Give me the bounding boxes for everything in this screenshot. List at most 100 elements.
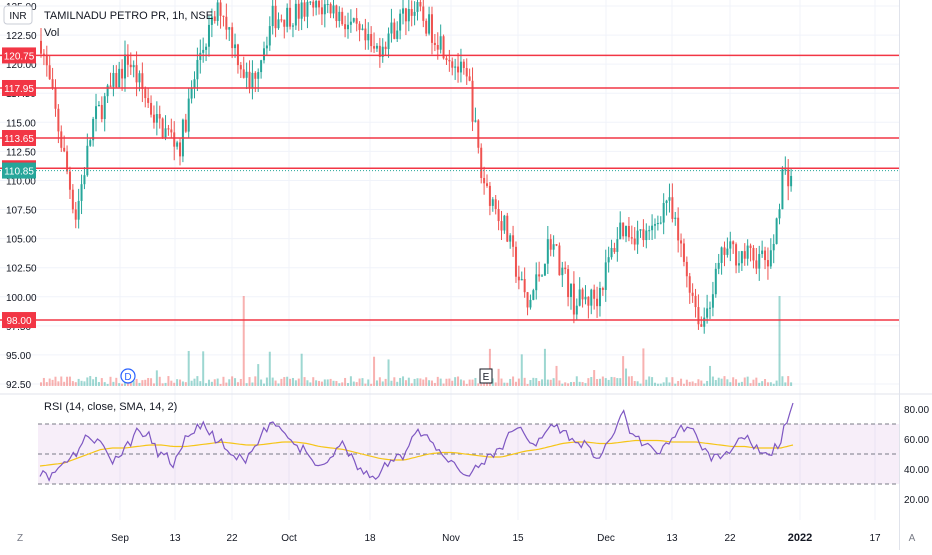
rsi-line (39, 402, 794, 482)
volume-bar (83, 381, 86, 386)
candle-body (83, 175, 86, 185)
candle-body (616, 239, 619, 252)
candle-body (457, 66, 460, 73)
axis-corner-label[interactable]: Z (17, 533, 23, 544)
y-tick-label: 107.50 (6, 206, 37, 217)
candle-body (477, 120, 480, 148)
candle-body (147, 98, 150, 103)
candle-body (390, 22, 393, 34)
candle-body (596, 298, 599, 307)
level-tag-label: 113.65 (4, 134, 34, 145)
candle-body (546, 239, 549, 264)
volume-bar (335, 380, 338, 386)
candle-body (141, 73, 144, 89)
volume-bar (483, 383, 486, 386)
volume-bar (636, 381, 639, 386)
candle-body (361, 28, 364, 30)
candle-body (207, 24, 210, 47)
volume-bar (254, 376, 257, 386)
candle-body (123, 54, 126, 79)
volume-bar (558, 380, 561, 386)
x-tick-label: 15 (512, 533, 524, 544)
rsi-tick-label: 60.00 (904, 435, 929, 446)
volume-bar (306, 380, 309, 386)
volume-bar (323, 379, 326, 386)
volume-bar (358, 378, 361, 386)
volume-bar (497, 368, 500, 386)
candle-body (196, 59, 199, 80)
y-tick-label: 112.50 (6, 147, 36, 158)
volume-bar (399, 377, 402, 386)
candle-body (509, 235, 512, 242)
volume-bar (653, 382, 656, 386)
volume-bar (625, 368, 628, 386)
axis-corner-label[interactable]: A (909, 533, 916, 544)
candle-body (584, 296, 587, 300)
volume-bar (144, 379, 147, 386)
volume-bar (593, 370, 596, 386)
level-tag-label: 117.95 (4, 84, 34, 95)
candle-body (332, 5, 335, 14)
candle-body (80, 184, 83, 201)
volume-bar (326, 379, 329, 386)
candle-body (790, 175, 793, 187)
volume-bar (494, 382, 497, 386)
volume-bar (164, 382, 167, 386)
candles (40, 0, 793, 334)
candle-body (483, 177, 486, 184)
candle-body (358, 23, 361, 30)
candle-body (190, 88, 193, 99)
volume-bar (161, 383, 164, 386)
candle-body (40, 40, 42, 54)
dividend-marker[interactable] (120, 368, 136, 384)
volume-bar (170, 380, 173, 386)
volume-bar (387, 359, 390, 386)
candle-body (263, 48, 266, 61)
candle-body (257, 72, 260, 79)
volume-bar (109, 376, 112, 386)
volume-bar (309, 382, 312, 386)
candle-body (555, 244, 558, 246)
candle-body (610, 247, 613, 258)
candle-body (176, 142, 179, 147)
level-tag (2, 130, 36, 147)
candle-body (344, 24, 347, 30)
legend: INR TAMILNADU PETRO PR, 1h, NSE Vol (3, 5, 213, 39)
volume-bar (723, 376, 726, 386)
candle-body (601, 288, 604, 290)
candle-body (480, 147, 483, 178)
candle-body (451, 61, 454, 68)
volume-bar (202, 351, 205, 386)
volume-bar (700, 380, 703, 386)
volume-bar (564, 382, 567, 386)
candle-body (77, 200, 80, 220)
volume-bar (569, 382, 572, 386)
volume-bar (552, 378, 555, 386)
volume-bar (349, 376, 352, 386)
candle-body (89, 140, 92, 146)
candle-body (662, 203, 665, 223)
volume-bar (190, 380, 193, 386)
candle-body (575, 305, 578, 315)
candle-body (184, 119, 187, 132)
candle-body (590, 289, 593, 306)
level-tag (2, 312, 36, 329)
volume-bar (297, 378, 300, 386)
volume-bar (578, 381, 581, 386)
volume-bar (772, 383, 775, 386)
candle-body (445, 58, 448, 60)
currency-badge[interactable] (3, 5, 33, 25)
candle-body (766, 260, 769, 267)
volume-bar (781, 376, 784, 386)
y-tick-label: 100.00 (6, 293, 37, 304)
earnings-marker[interactable] (479, 368, 493, 384)
volume-bar (581, 382, 584, 386)
candle-body (523, 279, 526, 293)
candle-body (54, 88, 57, 109)
candle-body (404, 8, 407, 22)
volume-bar (442, 383, 445, 386)
volume-bar (784, 382, 787, 386)
candle-body (668, 197, 671, 201)
volume-bar (115, 377, 118, 386)
volume-bar (80, 380, 83, 386)
